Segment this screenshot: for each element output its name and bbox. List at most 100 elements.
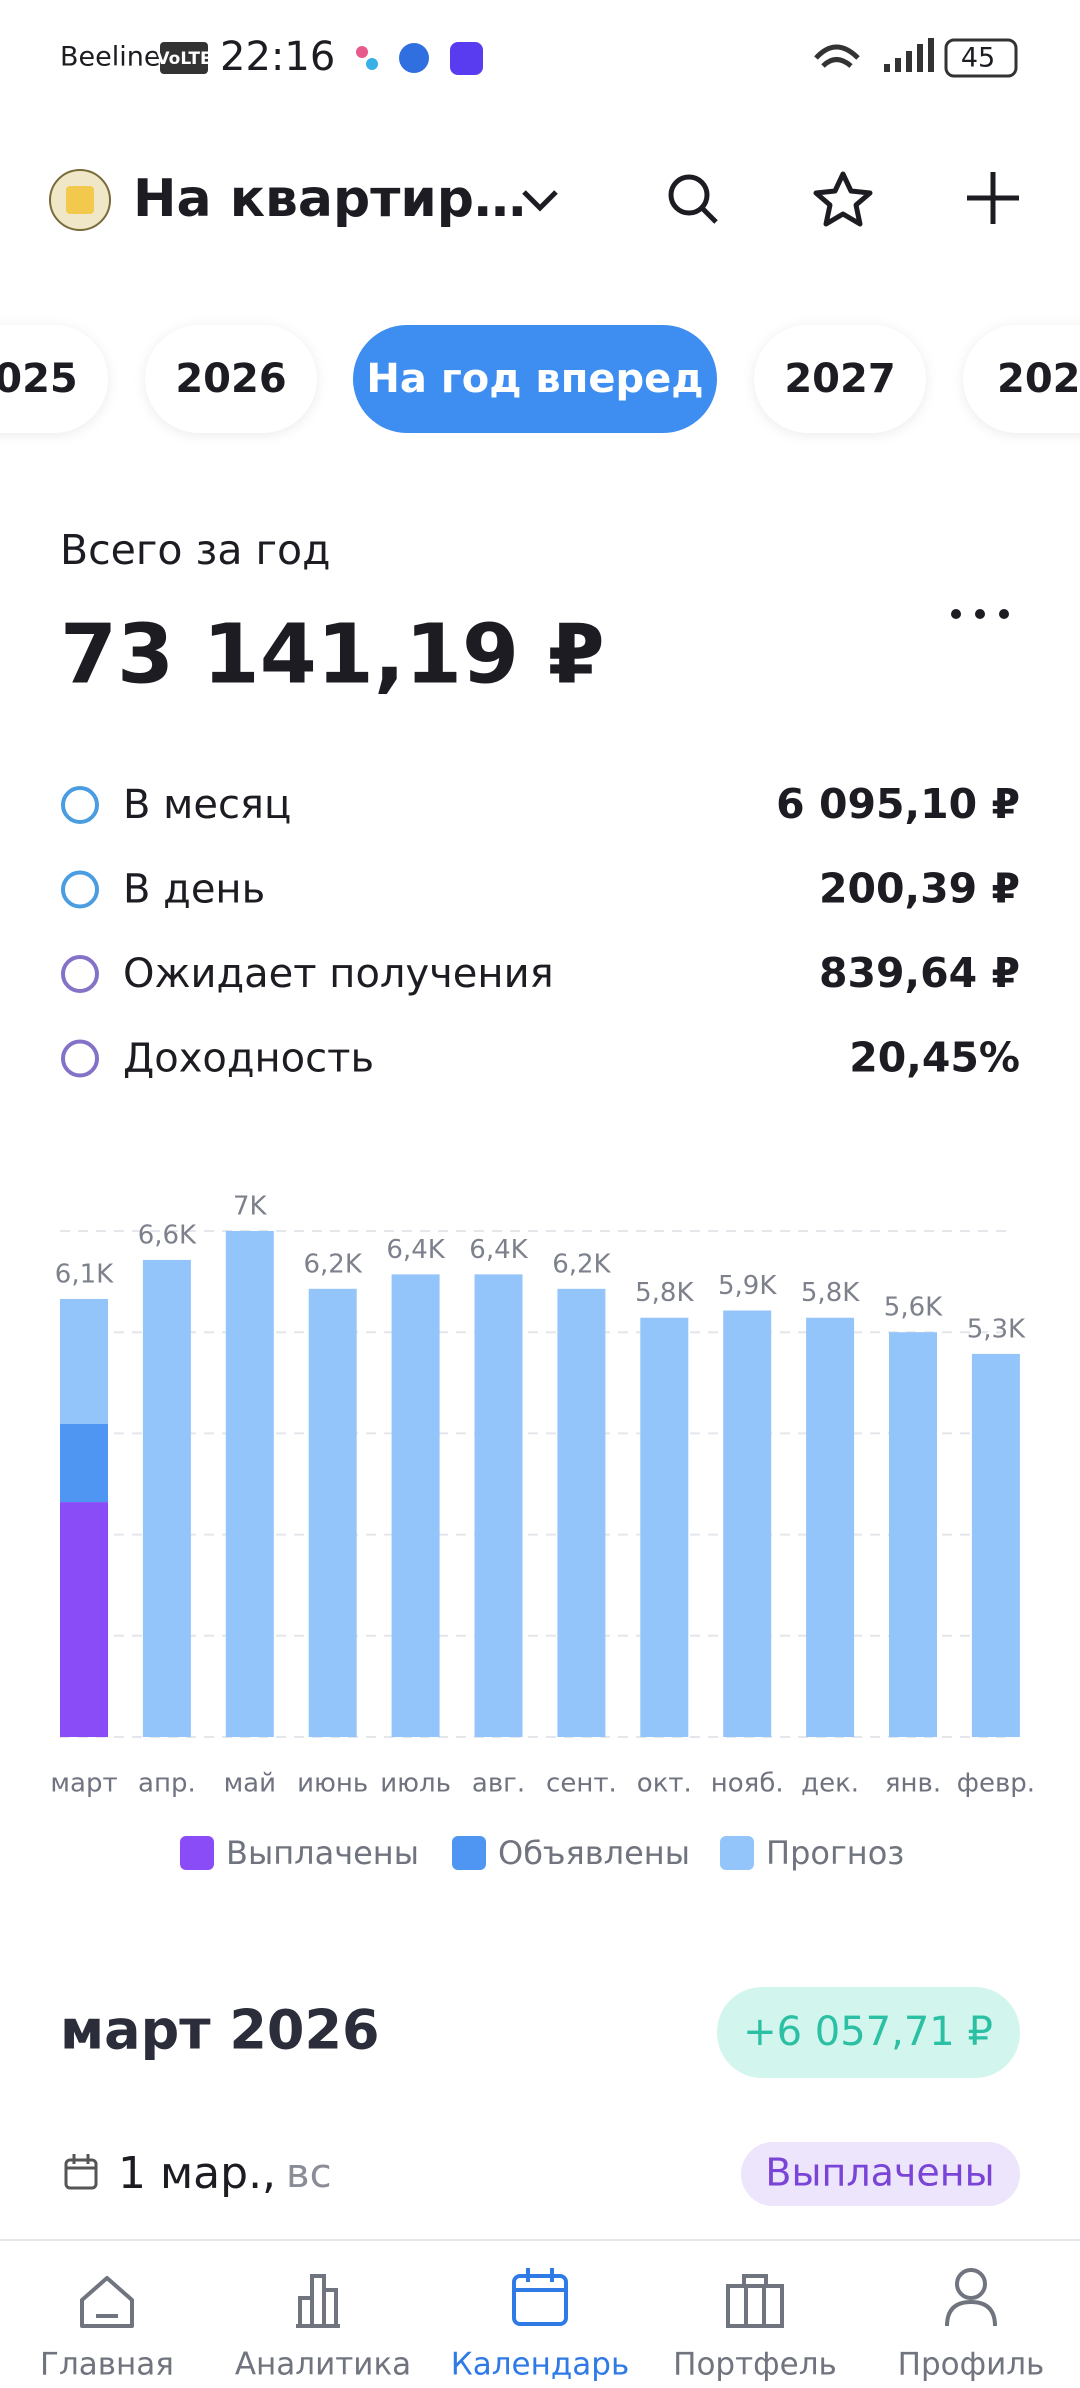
row-label: Ожидает получения [123, 951, 554, 997]
battery-level: 45 [961, 43, 995, 74]
signal-icon [884, 38, 934, 72]
bar-value-label: 6,6K [138, 1220, 197, 1250]
nav-label-active[interactable]: Календарь [451, 2347, 630, 2383]
bar-segment [308, 1288, 357, 1737]
row-value: 200,39 ₽ [819, 865, 1020, 913]
bar-segment [971, 1353, 1020, 1737]
chart: 6,1K март 6,6K апр. 7K май 6,2K июнь 6,4K июль 6,4… [50, 1192, 1035, 1873]
bar-value-label: 5,8K [635, 1278, 694, 1308]
row-value: 6 095,10 ₽ [776, 780, 1020, 828]
month-title: март 2026 [60, 1999, 380, 2062]
summary-title: Всего за год [60, 526, 330, 574]
nav-label[interactable]: Аналитика [235, 2347, 411, 2383]
status-pill [741, 2142, 1020, 2206]
tab[interactable] [145, 325, 317, 433]
app-icon [356, 46, 368, 58]
volte-badge [160, 42, 208, 74]
bar-value-label: 6,1K [55, 1259, 114, 1289]
x-tick-label: июль [380, 1769, 451, 1799]
bar-value-label: 6,2K [552, 1249, 611, 1279]
bar-value-label: 7K [233, 1192, 268, 1222]
bar-segment [60, 1298, 108, 1425]
bar-value-label: 5,3K [967, 1314, 1026, 1344]
row-marker [61, 786, 99, 824]
bar-segment [60, 1502, 108, 1737]
legend-label: Прогноз [766, 1834, 904, 1872]
bar-value-label: 6,2K [303, 1249, 362, 1279]
add-icon[interactable] [967, 172, 1019, 224]
bar-segment [889, 1332, 937, 1737]
bar-segment [391, 1274, 440, 1737]
carrier: Beeline [60, 42, 160, 73]
app-icon [399, 43, 429, 73]
analytics-icon[interactable] [296, 2274, 340, 2328]
row-marker [61, 955, 99, 993]
wifi-icon [814, 44, 860, 68]
bar-value-label: 5,8K [801, 1278, 860, 1308]
tab-label: 2026 [175, 356, 286, 402]
bar-segment [225, 1231, 274, 1737]
x-tick-label: апр. [138, 1769, 196, 1799]
account-logo-shield [66, 186, 94, 214]
bar-segment [142, 1259, 191, 1737]
x-tick-label: дек. [801, 1769, 859, 1799]
account-title[interactable]: На квартир… [133, 169, 526, 229]
tab[interactable] [0, 325, 108, 433]
app-icon [366, 58, 378, 70]
legend-swatch [720, 1836, 754, 1870]
period-tabs: 025 2026 На год вперед 2027 2028 [0, 325, 1080, 433]
bar-segment [723, 1310, 772, 1737]
status-label: Выплачены [765, 2151, 994, 2195]
nav-label[interactable]: Профиль [898, 2347, 1045, 2383]
calendar-icon [64, 2154, 98, 2190]
payment-weekday: вс [286, 2151, 332, 2197]
payment-date: 1 мар., вс [118, 2148, 332, 2199]
x-tick-label: июнь [297, 1769, 368, 1799]
home-icon[interactable] [80, 2276, 134, 2328]
nav-label[interactable]: Главная [40, 2347, 174, 2383]
bar-segment [60, 1424, 108, 1503]
bar-value-label: 6,4K [469, 1235, 528, 1265]
x-tick-label: февр. [957, 1769, 1035, 1799]
tab[interactable] [963, 325, 1080, 433]
search-icon[interactable] [668, 174, 718, 224]
x-tick-label: март [50, 1769, 117, 1799]
calendar-nav-icon[interactable] [512, 2274, 568, 2326]
x-tick-label: май [224, 1769, 276, 1799]
network: VoLTE [156, 49, 211, 69]
x-tick-label: янв. [885, 1769, 941, 1799]
bottom-nav [0, 2240, 1080, 2388]
summary-total: 73 141,19 ₽ [60, 607, 605, 702]
tab-label: 2028 [997, 356, 1080, 402]
more-menu[interactable] [951, 609, 1009, 619]
portfolio-icon[interactable] [726, 2274, 784, 2328]
bar-value-label: 5,6K [884, 1293, 943, 1323]
month-amount: +6 057,71 ₽ [743, 2009, 993, 2055]
row-label: В день [123, 867, 265, 913]
bar-segment [640, 1317, 689, 1737]
tab-label: На год вперед [366, 356, 703, 402]
x-tick-label: нояб. [711, 1769, 784, 1799]
nav-label[interactable]: Портфель [673, 2347, 837, 2383]
payment-day: 1 мар., [118, 2148, 276, 2199]
row-value: 20,45% [849, 1034, 1020, 1082]
bar-value-label: 6,4K [386, 1235, 445, 1265]
tab-label: 2027 [784, 356, 895, 402]
tab-active[interactable] [353, 325, 717, 433]
legend-label: Выплачены [226, 1834, 419, 1872]
legend-swatch [452, 1836, 486, 1870]
row-label: В месяц [123, 782, 291, 828]
row-value: 839,64 ₽ [819, 949, 1020, 997]
legend-swatch [180, 1836, 214, 1870]
profile-icon[interactable] [945, 2268, 997, 2327]
favorite-icon[interactable] [813, 171, 873, 227]
x-tick-label: сент. [546, 1769, 617, 1799]
app-icon [450, 42, 483, 75]
tab-label: 025 [0, 356, 78, 402]
dropdown-chevron[interactable] [522, 190, 558, 212]
bar-segment [806, 1317, 855, 1737]
tab[interactable] [754, 325, 926, 433]
row-label: Доходность [123, 1036, 374, 1082]
clock: 22:16 [220, 34, 335, 80]
